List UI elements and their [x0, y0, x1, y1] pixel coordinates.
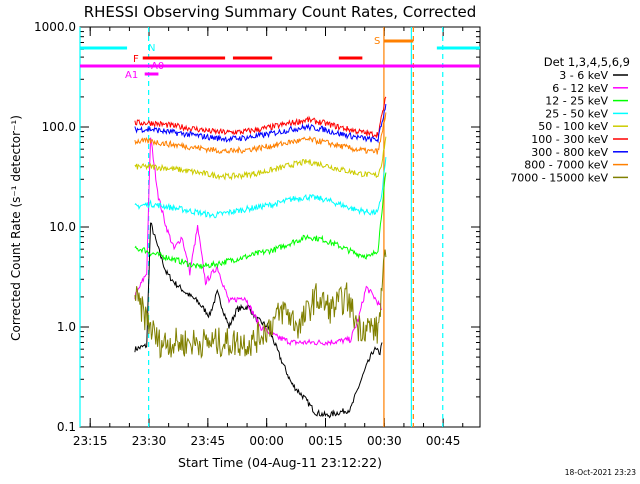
- series-line: [134, 172, 387, 270]
- x-tick-label: 00:30: [367, 434, 402, 448]
- attenuator-a0-label: A0: [151, 61, 164, 72]
- plot-frame: [79, 26, 481, 428]
- flare-label: F: [133, 54, 139, 65]
- y-tick-label: 1.0: [57, 320, 76, 334]
- x-tick-label: 23:15: [73, 434, 108, 448]
- x-tick-label: 00:00: [249, 434, 284, 448]
- y-tick-label: 0.1: [57, 420, 76, 434]
- x-tick-label: 23:45: [191, 434, 226, 448]
- series-line: [134, 249, 387, 360]
- legend-entry-label: 50 - 100 keV: [538, 120, 608, 133]
- saa-label: S: [374, 36, 380, 47]
- timestamp: 18-Oct-2021 23:23: [565, 468, 636, 477]
- legend-entry-label: 12 - 25 keV: [545, 95, 608, 108]
- x-tick-label: 23:30: [132, 434, 167, 448]
- legend-title: Det 1,3,4,5,6,9: [544, 55, 630, 69]
- legend-entry-label: 25 - 50 keV: [545, 107, 608, 120]
- plot-area: 0.1 1.0 10.0 100.0 1000.0 23:15 23:30 23:45 00:0…: [34, 20, 628, 448]
- y-axis-label: Corrected Count Rate (s⁻¹ detector⁻¹): [9, 115, 23, 341]
- y-tick-label: 100.0: [42, 120, 76, 134]
- y-tick-label: 10.0: [49, 220, 76, 234]
- x-tick-label: 00:15: [308, 434, 343, 448]
- night-label: N: [148, 43, 155, 54]
- series-line: [134, 103, 387, 144]
- legend-entry-label: 300 - 800 keV: [531, 146, 608, 159]
- legend-entry-label: 800 - 7000 keV: [524, 159, 608, 172]
- x-axis-label: Start Time (04-Aug-11 23:12:22): [178, 455, 382, 470]
- legend-entry-label: 6 - 12 keV: [552, 82, 608, 95]
- legend-entry-label: 3 - 6 keV: [559, 69, 608, 82]
- legend-entry-label: 7000 - 15000 keV: [510, 171, 608, 184]
- chart-title: RHESSI Observing Summary Count Rates, Co…: [84, 3, 477, 21]
- attenuator-a1-label: A1: [125, 70, 138, 81]
- y-tick-label: 1000.0: [34, 20, 76, 34]
- legend-entry-label: 100 - 300 keV: [531, 133, 608, 146]
- series-line: [134, 112, 387, 155]
- x-tick-label: 00:45: [426, 434, 461, 448]
- series-line: [134, 222, 383, 419]
- series-line: [134, 96, 387, 139]
- series-line: [134, 137, 383, 347]
- series-line: [134, 157, 387, 219]
- series-line: [134, 136, 387, 181]
